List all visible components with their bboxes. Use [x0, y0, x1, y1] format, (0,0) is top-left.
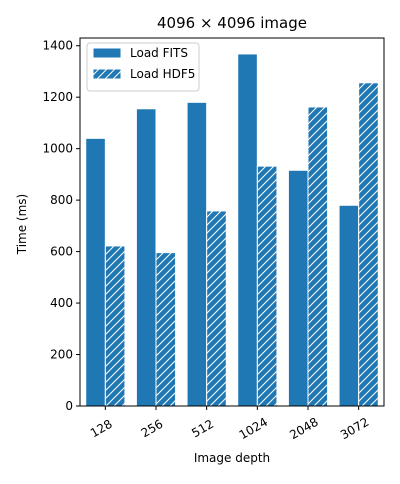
bar-fits-128: [85, 137, 106, 407]
bar-hdf5-512: [206, 210, 227, 407]
x-axis-label: Image depth: [194, 451, 270, 465]
x-tick-label: 256: [139, 417, 166, 441]
x-tick-label: 2048: [287, 415, 320, 442]
legend-label-hdf5: Load HDF5: [130, 67, 195, 81]
legend-swatch-hdf5: [92, 68, 122, 80]
bar-hdf5-2048: [307, 106, 329, 407]
y-tick-label: 1200: [42, 90, 73, 104]
bar-hdf5-128: [104, 245, 126, 407]
bar-hdf5-3072: [358, 82, 379, 407]
y-axis-label: Time (ms): [15, 194, 29, 256]
y-tick-label: 200: [50, 348, 73, 362]
bar-hdf5-256: [155, 252, 177, 407]
y-tick-label: 800: [50, 193, 73, 207]
bar-fits-512: [186, 101, 208, 407]
y-tick-label: 0: [65, 399, 73, 413]
y-tick-label: 400: [50, 296, 73, 310]
plot-frame: [79, 37, 385, 407]
legend-swatch-fits: [92, 47, 122, 59]
x-tick-label: 512: [189, 417, 216, 441]
bar-hdf5-1024: [256, 165, 278, 407]
y-tick-label: 1400: [42, 39, 73, 53]
legend: Load FITS Load HDF5: [86, 42, 200, 92]
bar-fits-1024: [237, 53, 258, 407]
x-axis: 128 256 512 1024 2048 3072: [88, 406, 371, 442]
bar-fits-256: [135, 108, 157, 407]
x-tick-label: 128: [88, 417, 115, 441]
legend-label-fits: Load FITS: [130, 46, 188, 60]
bar-fits-3072: [338, 204, 360, 407]
x-tick-label: 1024: [237, 415, 270, 442]
y-tick-label: 1000: [42, 142, 73, 156]
chart-title: 4096 × 4096 image: [157, 14, 307, 32]
y-axis: 0 200 400 600 800 1000 1200 1400: [42, 39, 80, 413]
bars-group: [85, 53, 379, 407]
bar-fits-2048: [287, 169, 309, 407]
x-tick-label: 3072: [338, 415, 371, 442]
y-tick-label: 600: [50, 245, 73, 259]
